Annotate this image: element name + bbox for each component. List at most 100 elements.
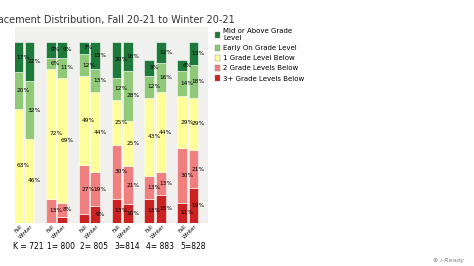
Bar — [79, 165, 89, 214]
Text: 17%: 17% — [17, 55, 29, 60]
Text: 72%: 72% — [49, 131, 63, 136]
Bar — [79, 214, 89, 223]
Text: 9%: 9% — [51, 47, 61, 52]
Text: 14%: 14% — [181, 81, 193, 86]
Text: 12%: 12% — [147, 84, 161, 89]
Text: 29%: 29% — [191, 122, 205, 126]
Bar — [25, 81, 34, 139]
Text: 22%: 22% — [27, 59, 41, 64]
Bar — [57, 42, 67, 58]
Text: 15%: 15% — [93, 53, 107, 58]
Text: 12%: 12% — [82, 63, 95, 68]
Bar — [145, 199, 154, 223]
Bar — [13, 72, 23, 109]
Text: ⊕ i-Ready: ⊕ i-Ready — [433, 258, 465, 263]
Text: 21%: 21% — [126, 183, 139, 188]
Text: 25%: 25% — [115, 120, 128, 125]
Text: 16%: 16% — [159, 75, 172, 80]
Text: 6%: 6% — [51, 61, 61, 66]
Bar — [25, 139, 34, 223]
Bar — [177, 203, 187, 223]
Text: 13%: 13% — [49, 208, 63, 213]
Bar — [123, 205, 133, 223]
Text: 44%: 44% — [93, 130, 107, 135]
Text: 13%: 13% — [147, 185, 161, 190]
Bar — [13, 109, 23, 223]
Text: 28%: 28% — [126, 93, 139, 98]
Text: 63%: 63% — [17, 163, 29, 168]
Text: 25%: 25% — [126, 141, 139, 146]
Bar — [123, 121, 133, 167]
Bar — [25, 42, 34, 81]
Text: 12%: 12% — [115, 86, 128, 91]
Bar — [189, 98, 198, 150]
Text: 6%: 6% — [182, 63, 191, 68]
Text: 9%: 9% — [149, 65, 159, 70]
Bar — [57, 78, 67, 203]
Text: 20%: 20% — [16, 88, 29, 93]
Text: 21%: 21% — [192, 167, 205, 172]
Bar — [13, 42, 23, 72]
Bar — [111, 99, 121, 145]
Text: 30%: 30% — [115, 169, 128, 174]
Bar — [155, 92, 165, 172]
Text: 8%: 8% — [63, 207, 72, 212]
Bar — [189, 65, 198, 98]
Legend: Mid or Above Grade
Level, Early On Grade Level, 1 Grade Level Below, 2 Grade Lev: Mid or Above Grade Level, Early On Grade… — [213, 27, 306, 83]
Bar — [90, 69, 100, 92]
Bar — [155, 172, 165, 196]
Bar — [90, 206, 100, 223]
Text: 18%: 18% — [192, 79, 205, 84]
Bar — [46, 69, 56, 199]
Bar — [90, 92, 100, 172]
Text: 29%: 29% — [180, 120, 193, 125]
Text: 30%: 30% — [180, 173, 193, 178]
Text: 13%: 13% — [93, 78, 107, 83]
Bar — [189, 42, 198, 65]
Bar — [111, 78, 121, 99]
Text: 19%: 19% — [93, 186, 107, 192]
Text: 11%: 11% — [181, 210, 193, 215]
Bar — [90, 42, 100, 69]
Bar — [123, 42, 133, 70]
Bar — [145, 76, 154, 98]
Text: 13%: 13% — [192, 51, 205, 56]
Bar — [57, 58, 67, 78]
Text: 9%: 9% — [95, 212, 105, 217]
Text: 69%: 69% — [61, 138, 73, 143]
Text: 49%: 49% — [82, 118, 95, 123]
Bar — [155, 42, 165, 63]
Bar — [79, 76, 89, 165]
Title: Placement Distribution, Fall 20-21 to Winter 20-21: Placement Distribution, Fall 20-21 to Wi… — [0, 15, 234, 25]
Bar — [90, 172, 100, 206]
Bar — [177, 96, 187, 148]
Text: 44%: 44% — [159, 130, 172, 135]
Bar — [46, 199, 56, 223]
Bar — [111, 199, 121, 223]
Text: 43%: 43% — [147, 134, 161, 139]
Text: 12%: 12% — [159, 50, 172, 55]
Bar — [111, 42, 121, 78]
Bar — [155, 196, 165, 223]
Text: 11%: 11% — [61, 65, 73, 70]
Text: 7%: 7% — [84, 45, 93, 51]
Text: 13%: 13% — [159, 181, 172, 186]
Bar — [111, 145, 121, 199]
Bar — [155, 63, 165, 92]
Bar — [57, 203, 67, 217]
Bar — [145, 176, 154, 199]
Bar — [123, 70, 133, 121]
Bar — [46, 58, 56, 69]
Text: 10%: 10% — [126, 211, 139, 216]
Bar — [123, 167, 133, 205]
Text: 32%: 32% — [27, 108, 41, 113]
Text: 20%: 20% — [115, 57, 128, 62]
Text: 15%: 15% — [159, 206, 172, 211]
Bar — [57, 217, 67, 223]
Bar — [177, 60, 187, 70]
Text: 16%: 16% — [126, 54, 139, 59]
Bar — [189, 150, 198, 188]
Bar — [79, 42, 89, 54]
Bar — [177, 70, 187, 96]
Bar — [189, 188, 198, 223]
